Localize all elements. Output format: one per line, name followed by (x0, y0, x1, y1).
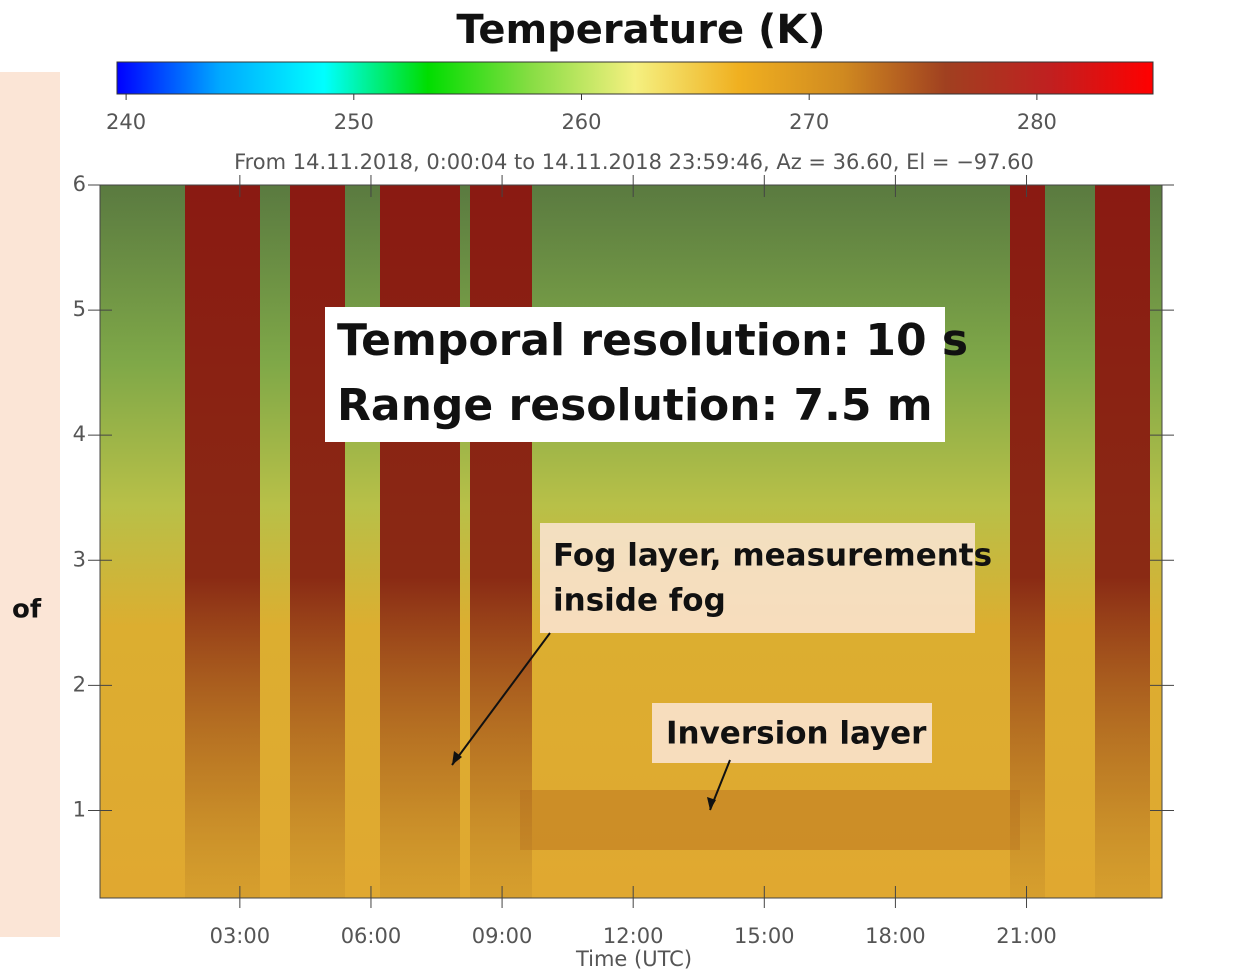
y-tick-label: 5 (73, 297, 86, 321)
annotation: Fog layer, measurements (553, 538, 992, 574)
annotation: Temporal resolution: 10 s (337, 315, 968, 366)
side-panel (0, 72, 60, 937)
stripe (380, 185, 460, 898)
x-tick-label: 21:00 (996, 924, 1057, 948)
x-tick-label: 03:00 (210, 924, 271, 948)
info-box (325, 307, 945, 442)
colorbar-tick-label: 270 (789, 110, 829, 134)
y-tick-label: 6 (73, 172, 86, 196)
y-tick-label: 2 (73, 672, 86, 696)
plot-frame (99, 184, 1163, 899)
x-tick-label: 12:00 (603, 924, 664, 948)
stripe (1010, 185, 1045, 898)
annotation: Range resolution: 7.5 m (337, 380, 933, 431)
annotation: inside fog (553, 583, 726, 619)
stripe (185, 185, 260, 898)
x-tick-label: 18:00 (865, 924, 926, 948)
inversion-band (520, 790, 1020, 850)
x-axis-label: Time (UTC) (575, 947, 692, 971)
stripe (470, 185, 532, 898)
x-tick-label: 09:00 (472, 924, 533, 948)
stripe (1095, 185, 1150, 898)
y-tick-label: 4 (73, 422, 86, 446)
x-tick-label: 06:00 (341, 924, 402, 948)
side-text: of (12, 595, 42, 625)
inversion-box (652, 703, 932, 763)
colorbar-tick-label: 250 (334, 110, 374, 134)
colorbar (116, 61, 1154, 95)
subtitle: From 14.11.2018, 0:00:04 to 14.11.2018 2… (234, 150, 1034, 174)
fog-box (540, 523, 975, 633)
y-tick-label: 1 (73, 797, 86, 821)
x-tick-label: 15:00 (734, 924, 795, 948)
arrow-head (707, 797, 716, 810)
y-tick-label: 3 (73, 547, 86, 571)
chart-title: Temperature (K) (456, 7, 825, 53)
arrow-head (452, 751, 462, 765)
stripe (290, 185, 345, 898)
title-bg (440, 8, 842, 56)
colorbar-tick-label: 260 (561, 110, 601, 134)
colorbar-tick-label: 240 (106, 110, 146, 134)
annotation: Inversion layer (666, 716, 927, 752)
colorbar-tick-label: 280 (1017, 110, 1057, 134)
arrow (451, 632, 551, 766)
